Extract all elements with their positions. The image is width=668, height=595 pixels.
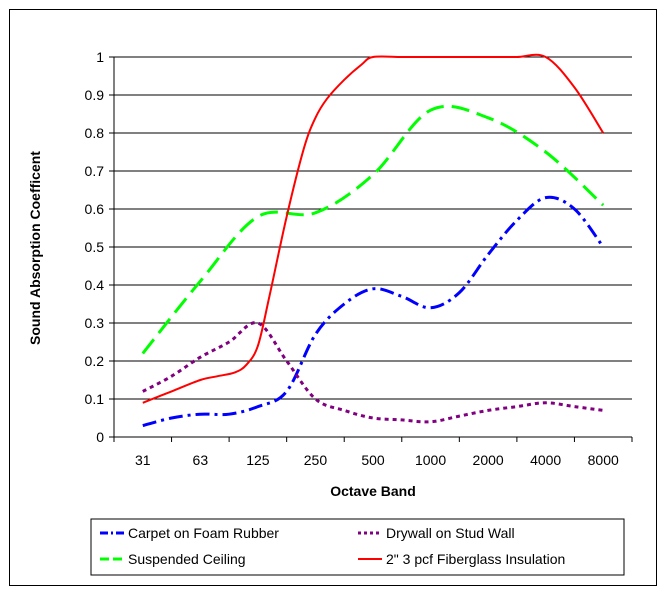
y-tick-label: 0.5 [85,239,105,255]
series-line-drywall-on-stud-wall [142,321,604,424]
y-tick-label: 0.2 [85,353,105,369]
x-tick-label: 125 [246,452,270,468]
y-tick-label: 1 [96,49,104,65]
y-tick-label: 0.1 [85,391,105,407]
legend-label-drywall-on-stud-wall: Drywall on Stud Wall [386,525,515,541]
series-line-2-3-pcf-fiberglass-insulation [142,53,605,404]
series-lines [141,53,605,428]
legend-label-suspended-ceiling: Suspended Ceiling [128,551,246,567]
x-tick-label: 63 [193,452,209,468]
legend-label-2-3-pcf-fiberglass-insulation: 2" 3 pcf Fiberglass Insulation [386,551,565,567]
y-tick-label: 0.9 [85,87,105,103]
x-tick-label: 250 [304,452,328,468]
y-tick-labels: 0 0.1 0.2 0.3 0.4 0.5 0.6 0.7 0.8 0.9 1 [85,49,105,445]
x-tick-label: 2000 [473,452,504,468]
series-line-suspended-ceiling [141,104,605,355]
y-tick-label: 0.8 [85,125,105,141]
y-tick-label: 0.3 [85,315,105,331]
x-tick-label: 8000 [588,452,619,468]
legend: Carpet on Foam Rubber Drywall on Stud Wal… [90,518,625,576]
y-axis-title: Sound Absorption Coefficent [27,151,43,345]
chart-frame [9,9,657,586]
y-tick-label: 0.6 [85,201,105,217]
x-tick-label: 1000 [415,452,446,468]
gridlines [114,56,632,400]
legend-label-carpet-on-foam-rubber: Carpet on Foam Rubber [128,525,279,541]
x-tick-label: 4000 [530,452,561,468]
axes [109,56,633,442]
x-tick-labels: 31 63 125 250 500 1000 2000 4000 8000 [135,452,619,468]
series-line-carpet-on-foam-rubber [142,195,605,428]
x-axis-title: Octave Band [330,483,416,499]
legend-box [90,518,625,576]
y-tick-label: 0 [96,429,104,445]
y-tick-label: 0.4 [85,277,105,293]
x-tick-label: 500 [361,452,385,468]
y-tick-label: 0.7 [85,163,105,179]
x-tick-label: 31 [135,452,151,468]
